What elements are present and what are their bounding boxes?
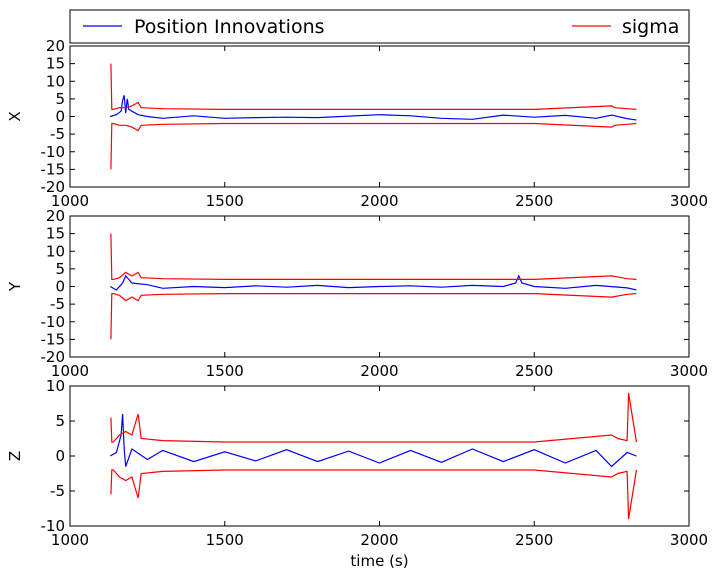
y-tick-label: -5: [50, 125, 65, 143]
y-tick-label: -15: [41, 330, 66, 348]
legend-label-innovations: Position Innovations: [134, 16, 325, 38]
series-line-sigma-lower: [110, 122, 637, 170]
y-tick-label: 5: [55, 90, 65, 108]
axes-frame: [69, 385, 690, 527]
x-tick-label: 1500: [206, 531, 244, 549]
x-axis-label: time (s): [350, 552, 408, 570]
series-line-innovations: [109, 413, 637, 468]
series-line-sigma-upper: [110, 233, 637, 280]
y-tick-label: 20: [46, 207, 65, 225]
axes-frame: [69, 45, 690, 188]
y-tick-label: 5: [55, 260, 65, 278]
series-line-sigma-upper: [110, 392, 637, 443]
y-tick-label: -20: [41, 178, 66, 196]
y-tick-label: 0: [55, 108, 65, 126]
x-tick-label: 3000: [670, 362, 708, 380]
y-tick-label: -10: [41, 517, 66, 535]
y-axis-label: Y: [6, 281, 24, 292]
legend: Position Innovations sigma: [69, 9, 690, 44]
x-tick-label: 2000: [360, 531, 398, 549]
x-tick-label: 1000: [51, 192, 89, 210]
y-tick-label: 0: [55, 278, 65, 296]
series-line-innovations: [110, 95, 637, 121]
y-tick-label: -5: [50, 295, 65, 313]
x-tick-label: 1500: [206, 362, 244, 380]
x-tick-label: 1000: [51, 531, 89, 549]
y-tick-label: 10: [46, 72, 65, 90]
x-tick-label: 2500: [515, 362, 553, 380]
y-tick-label: 20: [46, 37, 65, 55]
series-line-sigma-lower: [110, 293, 637, 340]
x-tick-label: 2500: [515, 192, 553, 210]
y-axis-label: Z: [6, 451, 24, 461]
legend-label-sigma: sigma: [622, 16, 679, 38]
x-tick-label: 2000: [360, 192, 398, 210]
y-tick-label: 5: [55, 412, 65, 430]
y-tick-label: 10: [46, 242, 65, 260]
y-tick-label: -10: [41, 143, 66, 161]
series-line-innovations: [109, 274, 637, 291]
y-axis-label: X: [6, 111, 24, 121]
x-tick-label: 2500: [515, 531, 553, 549]
series-line-sigma-lower: [110, 469, 637, 520]
y-tick-label: -5: [50, 482, 65, 500]
series-line-sigma-upper: [110, 63, 637, 111]
y-tick-label: 10: [46, 377, 65, 395]
y-tick-label: 0: [55, 447, 65, 465]
y-tick-label: 15: [46, 225, 65, 243]
x-tick-label: 1000: [51, 362, 89, 380]
y-tick-label: -20: [41, 348, 66, 366]
y-tick-label: -10: [41, 313, 66, 331]
x-tick-label: 1500: [206, 192, 244, 210]
y-tick-label: -15: [41, 160, 66, 178]
x-tick-label: 2000: [360, 362, 398, 380]
y-tick-label: 15: [46, 55, 65, 73]
x-tick-label: 3000: [670, 531, 708, 549]
x-tick-label: 3000: [670, 192, 708, 210]
